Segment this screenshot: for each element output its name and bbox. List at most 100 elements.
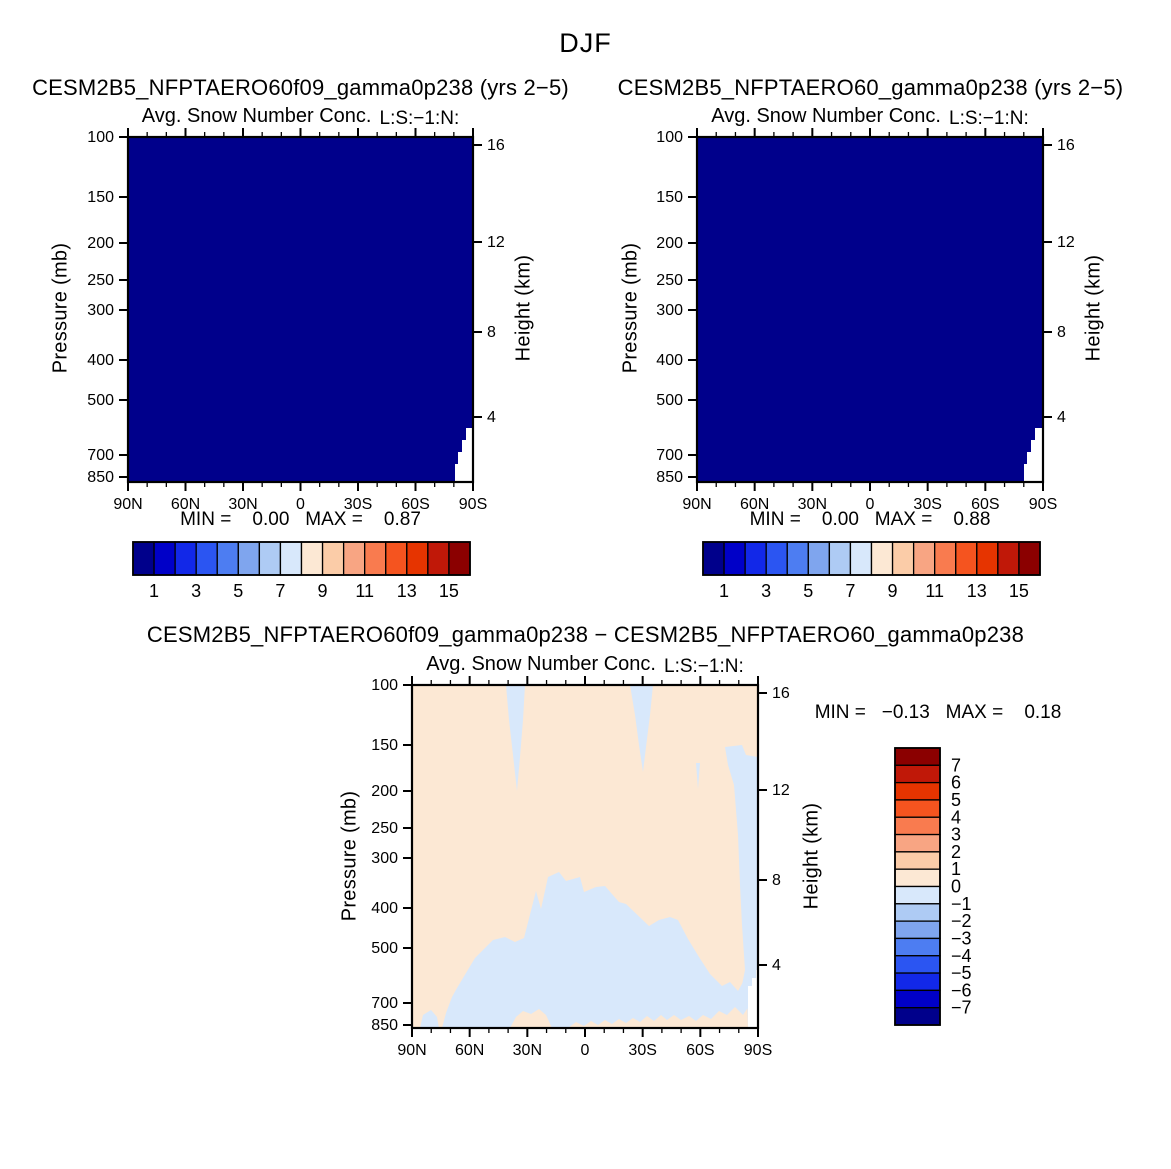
panel-1-colorbar: 1 3 5 7 9 11 13 15 <box>132 541 471 601</box>
tick-label: 200 <box>87 235 114 252</box>
tick-label: 16 <box>487 137 505 154</box>
panel-1-stats: MIN = 0.00 MAX = 0.87 <box>180 509 421 530</box>
panel-2-stats: MIN = 0.00 MAX = 0.88 <box>749 509 991 530</box>
panel-3-subtitle: Avg. Snow Number Conc. L:S:−1:N: <box>412 653 758 677</box>
tick-label: 300 <box>87 302 114 319</box>
tick-label: 30S <box>344 496 372 513</box>
tick-label: 8 <box>1057 324 1066 341</box>
tick-label: 250 <box>87 272 114 289</box>
panel-1-subtitle-main: Avg. Snow Number Conc. <box>141 105 372 127</box>
tick-label: 11 <box>355 581 374 601</box>
panel-1-subtitle-axis-note: L:S:−1:N: <box>379 108 460 129</box>
tick-label: 8 <box>487 324 496 341</box>
tick-label: 15 <box>1009 581 1029 601</box>
panel-3-title: CESM2B5_NFPTAERO60f09_gamma0p238 − CESM2… <box>146 622 1025 647</box>
panel-1-axes: 90N 60N 30N 0 30S 60S 90S 100 150 200 250 300 400 500… <box>87 128 505 513</box>
tick-label: 700 <box>656 447 683 464</box>
panel-3-field <box>412 685 758 1028</box>
tick-label: 4 <box>772 957 781 974</box>
tick-label: 400 <box>371 900 398 917</box>
tick-label: 2 <box>951 842 961 862</box>
tick-label: 30N <box>228 496 257 513</box>
tick-label: 500 <box>371 940 398 957</box>
tick-label: −7 <box>951 998 972 1018</box>
tick-label: 150 <box>656 189 683 206</box>
panel-1-height-axis-label: Height (km) <box>512 254 535 362</box>
tick-label: 0 <box>866 496 875 513</box>
tick-label: 500 <box>656 392 683 409</box>
tick-label: 13 <box>397 581 417 601</box>
panel-2-subtitle-main: Avg. Snow Number Conc. <box>711 105 941 127</box>
tick-label: −4 <box>951 946 972 966</box>
tick-label: 90N <box>682 496 711 513</box>
tick-label: 30N <box>513 1042 542 1059</box>
tick-label: 3 <box>951 825 961 845</box>
tick-label: 90S <box>1029 496 1057 513</box>
tick-label: 850 <box>656 469 683 486</box>
tick-label: 11 <box>925 581 944 601</box>
tick-label: 90S <box>744 1042 772 1059</box>
tick-label: 90S <box>459 496 487 513</box>
tick-label: 850 <box>87 469 114 486</box>
tick-label: 12 <box>487 234 505 251</box>
tick-label: 100 <box>656 129 683 146</box>
panel-2-colorbar: 1 3 5 7 9 11 13 15 <box>702 541 1041 601</box>
tick-label: 8 <box>772 872 781 889</box>
panel-3-subtitle-main: Avg. Snow Number Conc. <box>426 653 656 675</box>
tick-label: 700 <box>371 995 398 1012</box>
tick-label: 30S <box>628 1042 656 1059</box>
tick-label: −5 <box>951 963 972 983</box>
tick-label: 150 <box>371 737 398 754</box>
panel-2-subtitle-axis-note: L:S:−1:N: <box>949 108 1029 129</box>
tick-label: 150 <box>87 189 114 206</box>
panel-1-field <box>128 137 473 482</box>
panel-2-title: CESM2B5_NFPTAERO60_gamma0p238 (yrs 2−5) <box>617 75 1124 100</box>
panel-2-pressure-axis-label: Pressure (mb) <box>619 242 642 374</box>
tick-label: 200 <box>371 783 398 800</box>
tick-label: 60N <box>740 496 769 513</box>
panel-3-height-axis-label: Height (km) <box>800 802 823 910</box>
season-title: DJF <box>559 28 612 58</box>
panel-2-axes: 90N 60N 30N 0 30S 60S 90S 100 150 200 250 300 400 500… <box>656 128 1075 513</box>
tick-label: 12 <box>1057 234 1075 251</box>
tick-label: 0 <box>951 877 961 897</box>
tick-label: 60N <box>171 496 200 513</box>
panel-3-subtitle-axis-note: L:S:−1:N: <box>664 656 744 677</box>
tick-label: 9 <box>318 581 328 601</box>
tick-label: 400 <box>656 352 683 369</box>
tick-label: 5 <box>233 581 243 601</box>
tick-label: 60S <box>971 496 999 513</box>
tick-label: 4 <box>951 807 961 827</box>
tick-label: 400 <box>87 352 114 369</box>
tick-label: 60N <box>455 1042 484 1059</box>
tick-label: 250 <box>371 820 398 837</box>
panel-3-axes: 90N 60N 30N 0 30S 60S 90S 100 150 200 250 300 400 500… <box>371 676 790 1059</box>
tick-label: 0 <box>581 1042 590 1059</box>
tick-label: 1 <box>149 581 159 601</box>
tick-label: 15 <box>439 581 459 601</box>
tick-label: 6 <box>951 773 961 793</box>
panel-2-height-axis-label: Height (km) <box>1082 254 1105 362</box>
panel-2-subtitle: Avg. Snow Number Conc. L:S:−1:N: <box>697 105 1043 129</box>
tick-label: 3 <box>761 581 771 601</box>
tick-label: −6 <box>951 980 972 1000</box>
tick-label: 60S <box>401 496 429 513</box>
tick-label: 4 <box>487 409 496 426</box>
tick-label: 300 <box>371 850 398 867</box>
tick-label: 90N <box>113 496 142 513</box>
tick-label: 3 <box>191 581 201 601</box>
tick-label: −3 <box>951 928 972 948</box>
panel-1-pressure-axis-label: Pressure (mb) <box>49 242 72 374</box>
tick-label: 30N <box>798 496 827 513</box>
tick-label: 16 <box>1057 137 1075 154</box>
panel-1-subtitle: Avg. Snow Number Conc. L:S:−1:N: <box>128 105 473 129</box>
tick-label: 100 <box>87 129 114 146</box>
tick-label: 7 <box>951 755 961 775</box>
tick-label: 7 <box>845 581 855 601</box>
tick-label: 60S <box>686 1042 714 1059</box>
tick-label: 12 <box>772 782 790 799</box>
tick-label: 90N <box>397 1042 426 1059</box>
